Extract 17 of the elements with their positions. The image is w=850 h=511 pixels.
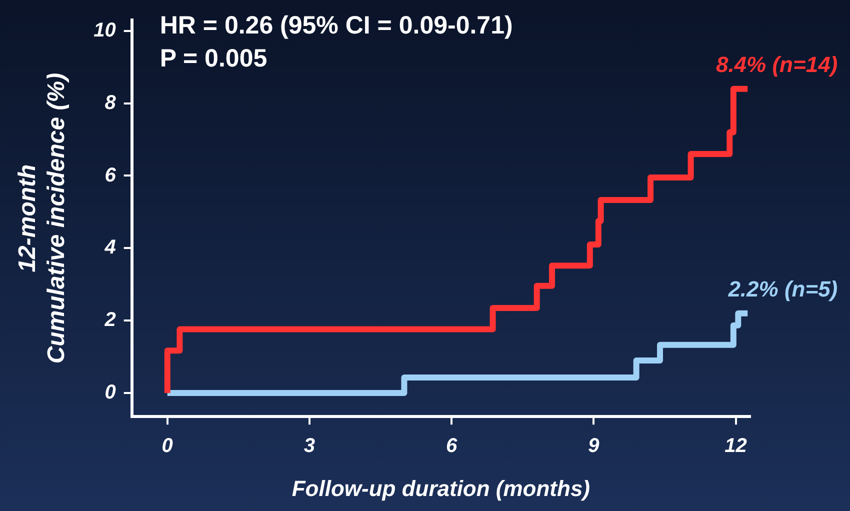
- series-label: 2.2% (n=5): [727, 276, 838, 302]
- x-tick-label: 0: [162, 435, 173, 458]
- series-label: 8.4% (n=14): [716, 52, 838, 77]
- y-tick-label: 6: [104, 164, 117, 186]
- x-tick-label: 12: [724, 435, 747, 458]
- y-tick-label: 4: [104, 236, 116, 259]
- x-tick-label: 3: [304, 435, 316, 458]
- x-axis-title: Follow-up duration (months): [292, 476, 590, 501]
- y-tick-label: 8: [104, 92, 117, 114]
- x-tick-label: 6: [446, 435, 458, 458]
- y-tick-label: 10: [94, 19, 116, 42]
- annotation: HR = 0.26 (95% CI = 0.09-0.71): [160, 11, 513, 40]
- annotation: P = 0.005: [160, 44, 268, 72]
- y-tick-label: 0: [104, 382, 116, 404]
- x-tick-label: 9: [588, 435, 600, 458]
- y-tick-label: 2: [104, 309, 116, 332]
- y-axis-title: 12-month Cumulative incidence (%): [14, 72, 70, 364]
